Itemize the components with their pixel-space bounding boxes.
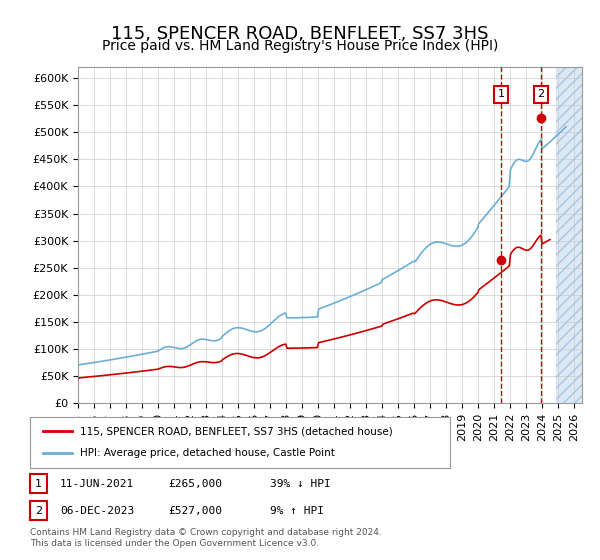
Text: Contains HM Land Registry data © Crown copyright and database right 2024.
This d: Contains HM Land Registry data © Crown c… [30,528,382,548]
Text: 115, SPENCER ROAD, BENFLEET, SS7 3HS: 115, SPENCER ROAD, BENFLEET, SS7 3HS [111,25,489,43]
Bar [556,67,590,403]
Text: 2: 2 [35,506,42,516]
Text: 9% ↑ HPI: 9% ↑ HPI [270,506,324,516]
Text: 1: 1 [497,89,505,99]
Text: Price paid vs. HM Land Registry's House Price Index (HPI): Price paid vs. HM Land Registry's House … [102,39,498,53]
Text: 115, SPENCER ROAD, BENFLEET, SS7 3HS (detached house): 115, SPENCER ROAD, BENFLEET, SS7 3HS (de… [80,426,393,436]
Text: 11-JUN-2021: 11-JUN-2021 [60,479,134,489]
Text: 2: 2 [537,89,544,99]
Text: £527,000: £527,000 [168,506,222,516]
Text: 1: 1 [35,479,42,489]
Bar [556,67,590,403]
Text: £265,000: £265,000 [168,479,222,489]
Text: 06-DEC-2023: 06-DEC-2023 [60,506,134,516]
Text: HPI: Average price, detached house, Castle Point: HPI: Average price, detached house, Cast… [80,449,335,459]
Text: 39% ↓ HPI: 39% ↓ HPI [270,479,331,489]
